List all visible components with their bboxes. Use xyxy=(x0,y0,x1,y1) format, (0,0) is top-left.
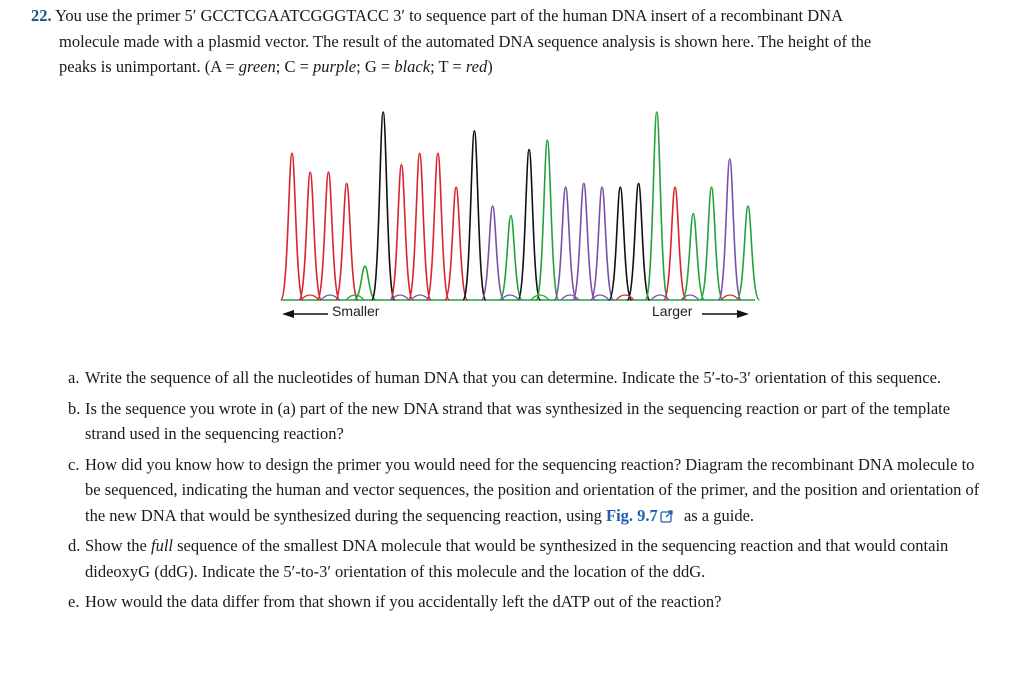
background-bump xyxy=(560,294,580,301)
background-bump xyxy=(680,294,700,301)
peak-A xyxy=(353,265,377,301)
background-bump xyxy=(300,294,320,301)
peak-T xyxy=(279,152,305,301)
question-b: b. Is the sequence you wrote in (a) part… xyxy=(68,398,951,444)
background-bump xyxy=(720,294,740,301)
peak-A xyxy=(735,205,761,301)
peak-A xyxy=(644,111,669,301)
background-bump xyxy=(390,294,410,301)
peak-G xyxy=(626,182,651,301)
problem-line-2: molecule made with a plasmid vector. The… xyxy=(59,31,872,51)
peak-T xyxy=(444,186,469,301)
peak-C xyxy=(480,205,505,301)
background-bump xyxy=(320,294,340,301)
background-bump xyxy=(345,294,365,301)
g-color-word: black xyxy=(394,57,431,76)
background-bump xyxy=(650,294,670,301)
question-list: a. Write the sequence of all the nucleot… xyxy=(68,365,988,620)
a-color-word: green xyxy=(238,57,276,76)
right-arrow-icon xyxy=(737,310,749,318)
c-color-word: purple xyxy=(313,57,357,76)
chromatogram: Smaller Larger xyxy=(270,100,770,330)
peak-T xyxy=(662,186,688,301)
problem-number: 22. xyxy=(31,6,52,25)
external-link-icon[interactable] xyxy=(660,509,674,523)
left-arrow-icon xyxy=(282,310,294,318)
background-bump xyxy=(615,294,635,301)
peak-A xyxy=(498,214,523,301)
peak-A xyxy=(699,186,724,301)
chromatogram-trace xyxy=(279,111,761,318)
smaller-label: Smaller xyxy=(332,303,380,319)
peak-C xyxy=(553,186,578,301)
background-bump xyxy=(590,294,610,301)
peak-T xyxy=(334,182,359,301)
peak-C xyxy=(717,158,742,301)
t-color-word: red xyxy=(465,57,488,76)
peak-C xyxy=(571,182,596,301)
peak-T xyxy=(389,163,414,301)
peak-T xyxy=(425,152,451,301)
background-bump xyxy=(500,294,520,301)
larger-label: Larger xyxy=(652,303,693,319)
peak-G xyxy=(608,186,633,301)
question-d: d. Show the full sequence of the smalles… xyxy=(68,536,949,581)
peak-A xyxy=(535,139,560,301)
problem-statement: 22. You use the primer 5′ GCCTCGAATCGGGT… xyxy=(31,3,991,80)
peak-G xyxy=(517,148,542,301)
fig-9-7-link[interactable]: Fig. 9.7 xyxy=(606,505,658,525)
peak-T xyxy=(407,152,432,301)
question-e: e. How would the data differ from that s… xyxy=(68,592,722,611)
problem-line-1: You use the primer 5′ GCCTCGAATCGGGTACC … xyxy=(55,6,843,25)
peak-C xyxy=(589,186,615,301)
question-c: c. How did you know how to design the pr… xyxy=(68,454,980,525)
problem-line-3: peaks is unimportant. (A = green; C = pu… xyxy=(59,57,493,76)
peak-A xyxy=(681,212,706,301)
question-a: a. Write the sequence of all the nucleot… xyxy=(68,368,942,387)
peak-T xyxy=(316,171,341,301)
peak-G xyxy=(462,129,487,301)
peak-T xyxy=(298,171,323,301)
peak-G xyxy=(371,111,396,301)
background-bump xyxy=(410,294,430,301)
background-bump xyxy=(530,294,550,301)
